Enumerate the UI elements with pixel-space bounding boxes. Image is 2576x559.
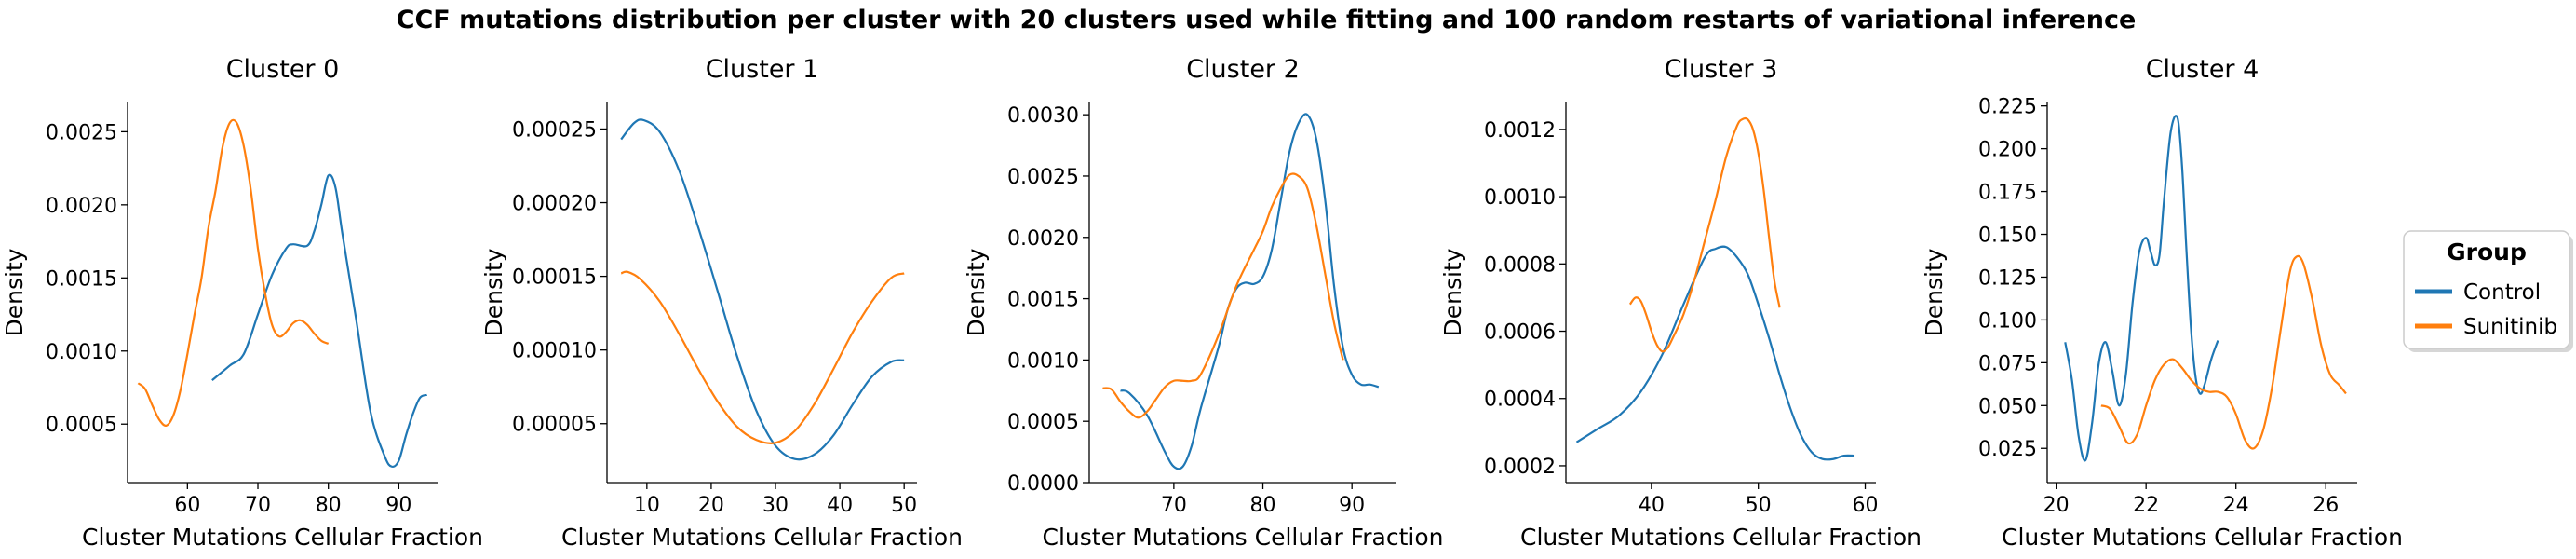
- y-tick-label: 0.0020: [46, 195, 117, 218]
- chart-panel-3: Cluster 3 40 50 60 0.0002 0.0004 0.0006 0.0008 0…: [1439, 55, 1922, 551]
- y-tick-label: 0.0002: [1484, 456, 1556, 479]
- panels: Cluster 0 60 70 80 90 0.0005 0.0010 0.0015 0.002…: [1, 55, 2403, 551]
- y-tick-label: 0.0025: [46, 121, 117, 144]
- x-tick-label: 26: [2313, 494, 2339, 517]
- y-axis-label: Density: [963, 248, 990, 336]
- y-tick-label: 0.0025: [1007, 166, 1079, 189]
- legend-label-sunitinib: Sunitinib: [2463, 315, 2557, 339]
- x-tick-label: 50: [1746, 494, 1772, 517]
- y-tick-label: 0.0005: [1007, 411, 1079, 434]
- y-tick-label: 0.00005: [512, 414, 597, 437]
- y-tick-label: 0.00010: [512, 340, 597, 363]
- chart-panel-1: Cluster 1 10 20 30 40 50 0.00005 0.00010 0.00015…: [480, 55, 963, 551]
- y-tick-label: 0.225: [1978, 96, 2037, 119]
- y-axis-label: Density: [1439, 248, 1466, 336]
- y-tick-label: 0.050: [1978, 395, 2037, 418]
- x-tick-label: 60: [174, 494, 200, 517]
- y-tick-label: 0.0008: [1484, 253, 1556, 277]
- series-line-sunitinib: [1102, 172, 1344, 419]
- y-tick-label: 0.150: [1978, 225, 2037, 248]
- y-tick-label: 0.0000: [1007, 472, 1079, 496]
- series-line-sunitinib: [1628, 116, 1781, 353]
- x-tick-label: 70: [1161, 494, 1187, 517]
- x-tick-label: 50: [891, 494, 917, 517]
- x-tick-label: 90: [385, 494, 411, 517]
- x-axis-label: Cluster Mutations Cellular Fraction: [1043, 524, 1444, 551]
- y-tick-label: 0.0005: [46, 414, 117, 437]
- y-tick-label: 0.0015: [46, 267, 117, 291]
- y-tick-label: 0.0015: [1007, 289, 1079, 312]
- x-tick-label: 40: [1639, 494, 1665, 517]
- y-tick-label: 0.0010: [46, 341, 117, 364]
- x-tick-label: 80: [1250, 494, 1276, 517]
- y-tick-label: 0.100: [1978, 309, 2037, 333]
- x-tick-label: 24: [2223, 494, 2249, 517]
- series-line-sunitinib: [620, 270, 905, 444]
- y-tick-label: 0.0010: [1484, 186, 1556, 210]
- series-line-sunitinib: [137, 118, 330, 427]
- panel-title: Cluster 1: [706, 55, 819, 84]
- panel-title: Cluster 3: [1665, 55, 1778, 84]
- x-tick-label: 10: [634, 494, 660, 517]
- panel-title: Cluster 2: [1186, 55, 1300, 84]
- legend-box: [2403, 230, 2570, 349]
- x-tick-label: 60: [1853, 494, 1879, 517]
- x-axis-label: Cluster Mutations Cellular Fraction: [561, 524, 963, 551]
- y-axis-label: Density: [1921, 248, 1948, 336]
- panel-title: Cluster 0: [226, 55, 340, 84]
- y-tick-label: 0.0010: [1007, 349, 1079, 373]
- y-tick-label: 0.125: [1978, 266, 2037, 290]
- panel-title: Cluster 4: [2146, 55, 2259, 84]
- y-tick-label: 0.00020: [512, 193, 597, 216]
- y-tick-label: 0.175: [1978, 182, 2037, 205]
- series-line-control: [211, 173, 428, 469]
- chart-panel-0: Cluster 0 60 70 80 90 0.0005 0.0010 0.0015 0.002…: [1, 55, 483, 551]
- x-axis-label: Cluster Mutations Cellular Fraction: [1520, 524, 1922, 551]
- x-tick-label: 70: [245, 494, 271, 517]
- chart-panel-2: Cluster 2 70 80 90 0.0000 0.0005 0.0010 0.0015 0…: [963, 55, 1443, 551]
- y-tick-label: 0.0030: [1007, 104, 1079, 128]
- x-tick-label: 22: [2133, 494, 2159, 517]
- y-tick-label: 0.0006: [1484, 321, 1556, 345]
- chart-panel-4: Cluster 4 20 22 24 26 0.025 0.050 0.075 0.100 0.1…: [1921, 55, 2403, 551]
- figure-suptitle: CCF mutations distribution per cluster w…: [397, 6, 2137, 34]
- x-tick-label: 30: [762, 494, 789, 517]
- series-line-control: [1575, 245, 1855, 461]
- y-axis-label: Density: [480, 248, 507, 336]
- y-tick-label: 0.0012: [1484, 119, 1556, 143]
- legend-title: Group: [2447, 239, 2527, 266]
- series-line-control: [1120, 113, 1380, 470]
- y-tick-label: 0.0020: [1007, 227, 1079, 251]
- series-line-control: [620, 118, 905, 461]
- legend-label-control: Control: [2463, 280, 2541, 305]
- legend: Group Control Sunitinib: [2403, 230, 2573, 352]
- y-tick-label: 0.00025: [512, 118, 597, 142]
- y-axis-label: Density: [1, 248, 28, 336]
- x-tick-label: 90: [1339, 494, 1365, 517]
- y-tick-label: 0.0004: [1484, 389, 1556, 412]
- x-tick-label: 20: [2043, 494, 2070, 517]
- y-tick-label: 0.00015: [512, 266, 597, 290]
- x-tick-label: 80: [316, 494, 342, 517]
- y-tick-label: 0.075: [1978, 352, 2037, 375]
- x-axis-label: Cluster Mutations Cellular Fraction: [2002, 524, 2403, 551]
- y-tick-label: 0.025: [1978, 438, 2037, 461]
- series-line-control: [2064, 115, 2219, 462]
- series-line-sunitinib: [2100, 254, 2347, 450]
- x-tick-label: 40: [827, 494, 853, 517]
- x-tick-label: 20: [698, 494, 724, 517]
- x-axis-label: Cluster Mutations Cellular Fraction: [82, 524, 483, 551]
- y-tick-label: 0.200: [1978, 139, 2037, 162]
